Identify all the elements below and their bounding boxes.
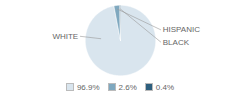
html-text:96.9%: 96.9% <box>76 82 100 92</box>
html-text:2.6%: 2.6% <box>118 82 137 92</box>
svg-text:HISPANIC: HISPANIC <box>163 25 200 34</box>
html-text:0.4%: 0.4% <box>155 82 175 92</box>
svg-text:WHITE: WHITE <box>52 32 78 41</box>
svg-text:BLACK: BLACK <box>163 38 190 47</box>
